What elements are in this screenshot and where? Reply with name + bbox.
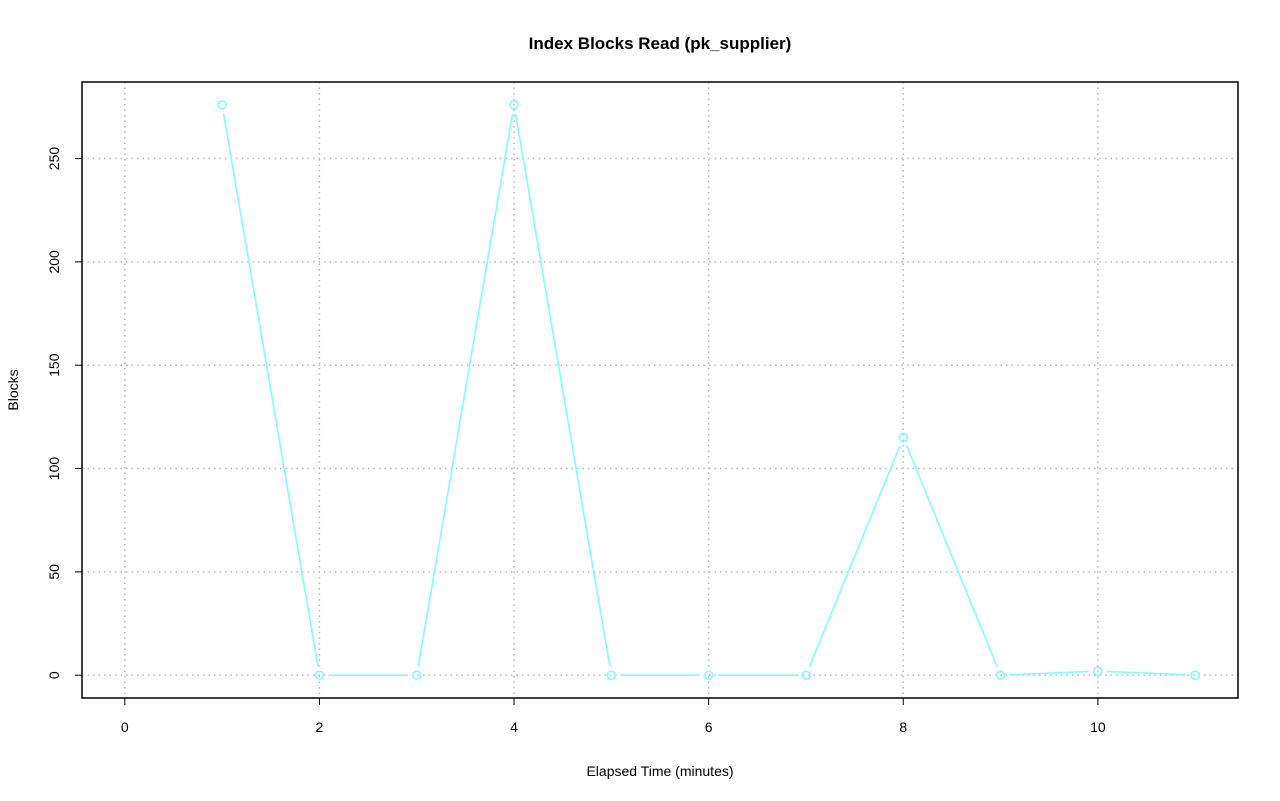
x-tick-label: 10 (1090, 719, 1106, 735)
data-point (606, 670, 617, 680)
y-tick-label: 100 (46, 457, 62, 481)
series-line-segment (1106, 670, 1187, 676)
series-line-segment (222, 113, 319, 667)
x-tick-label: 6 (705, 719, 713, 735)
y-axis-label: Blocks (5, 369, 21, 410)
y-tick-label: 250 (46, 147, 62, 171)
y-tick-label: 150 (46, 353, 62, 377)
x-axis-label: Elapsed Time (minutes) (586, 763, 733, 779)
series-line-segment (808, 445, 901, 668)
y-tick-label: 200 (46, 250, 62, 274)
series-line-segment (905, 445, 998, 668)
data-point (217, 100, 227, 110)
data-point (411, 670, 422, 680)
data-point (509, 100, 519, 110)
data-point (703, 670, 714, 680)
data-point (898, 432, 909, 443)
series-line-segment (1009, 670, 1089, 676)
data-point (314, 670, 325, 680)
data-point (995, 670, 1006, 680)
data-point (1190, 670, 1200, 680)
plot-frame (81, 81, 1239, 699)
series-line-segment (514, 113, 611, 667)
x-tick-label: 2 (316, 719, 324, 735)
x-tick-label: 4 (510, 719, 518, 735)
y-tick-label: 0 (46, 671, 62, 679)
data-point (1093, 666, 1103, 676)
x-tick-label: 0 (121, 719, 129, 735)
y-tick-label: 50 (46, 564, 62, 580)
data-point (801, 670, 811, 680)
series-line-segment (417, 113, 514, 667)
chart-title: Index Blocks Read (pk_supplier) (529, 34, 792, 53)
x-tick-label: 8 (899, 719, 907, 735)
